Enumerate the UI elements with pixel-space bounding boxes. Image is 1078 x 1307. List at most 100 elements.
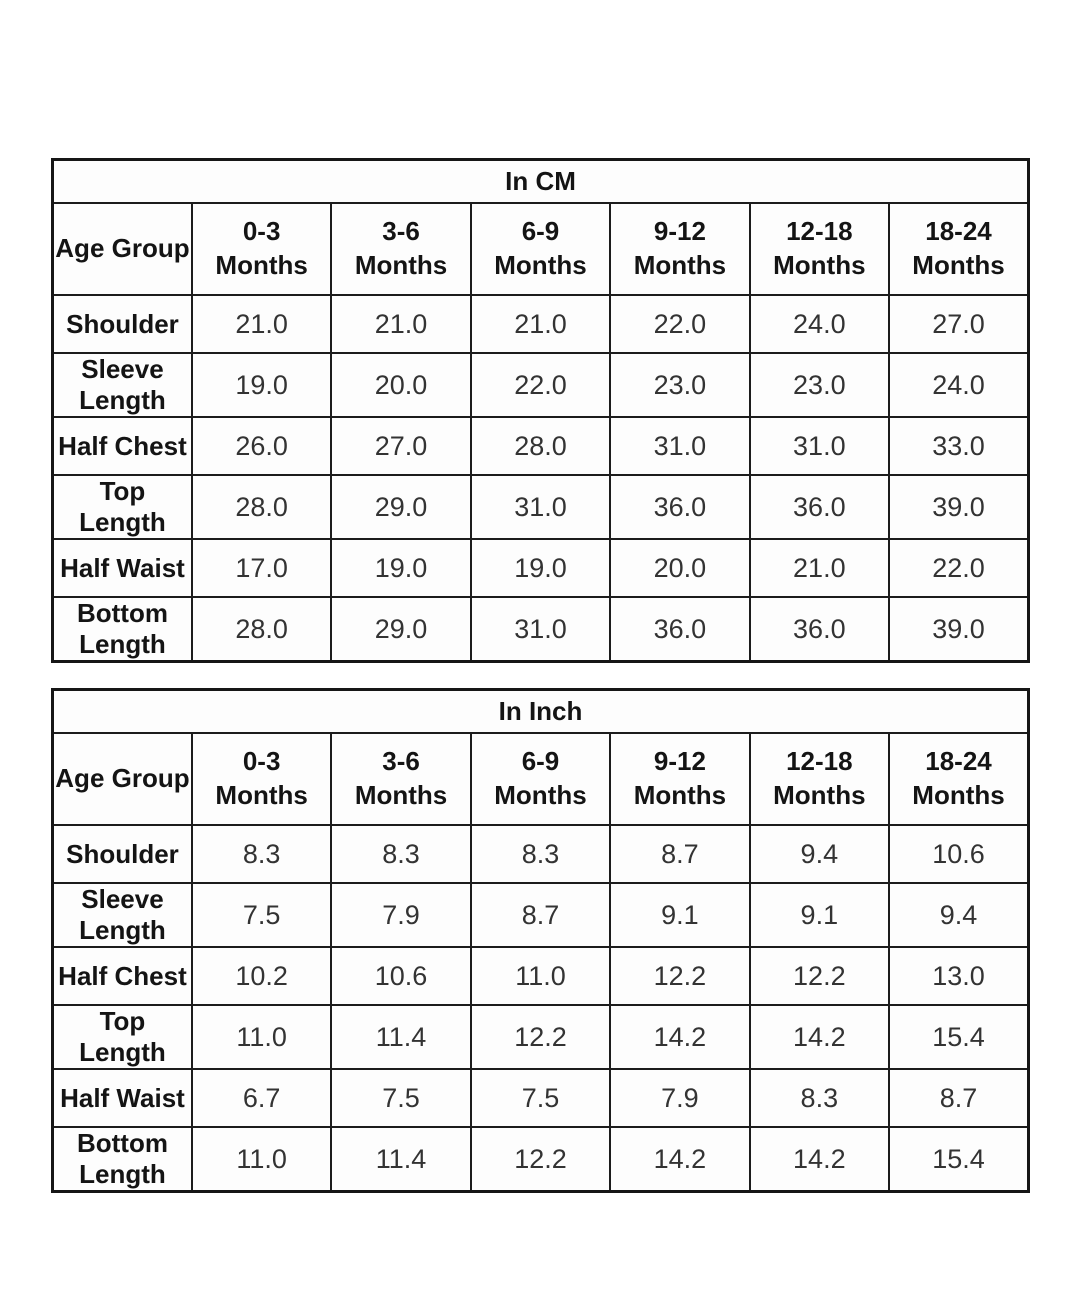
measurement-label: Shoulder xyxy=(51,824,193,884)
measurement-value: 31.0 xyxy=(469,474,612,540)
measurement-value: 8.7 xyxy=(609,824,751,884)
measurement-value: 12.2 xyxy=(469,1004,612,1070)
table-row: Shoulder 21.0 21.0 21.0 22.0 24.0 27.0 xyxy=(51,294,1030,354)
table-title-row: In CM xyxy=(51,158,1030,204)
age-unit-label: Months xyxy=(773,250,866,280)
age-unit-label: Months xyxy=(354,250,448,280)
age-unit-label: Months xyxy=(773,780,866,810)
measurement-value: 8.3 xyxy=(748,1068,891,1128)
measurement-value: 8.7 xyxy=(469,882,612,948)
column-header: 6-9 Months xyxy=(469,202,612,296)
measurement-label: Shoulder xyxy=(51,294,193,354)
measurement-value: 7.9 xyxy=(330,882,472,948)
table-header-row: Age Group 0-3 Months 3-6 Months 6-9 Months 9-12… xyxy=(51,732,1030,826)
measurement-value: 9.1 xyxy=(609,882,751,948)
measurement-value: 31.0 xyxy=(469,596,612,663)
measurement-value: 12.2 xyxy=(469,1126,612,1193)
measurement-value: 12.2 xyxy=(748,946,891,1006)
age-range-label: 9-12 xyxy=(653,216,706,247)
measurement-value: 26.0 xyxy=(190,416,333,476)
measurement-value: 28.0 xyxy=(190,474,333,540)
measurement-value: 14.2 xyxy=(609,1126,751,1193)
measurement-value: 28.0 xyxy=(469,416,612,476)
age-range-label: 0-3 xyxy=(242,746,281,777)
table-title-row: In Inch xyxy=(51,688,1030,734)
age-unit-label: Months xyxy=(633,250,727,280)
measurement-value: 19.0 xyxy=(330,538,472,598)
column-header: 0-3 Months xyxy=(190,732,333,826)
measurement-value: 8.7 xyxy=(888,1068,1030,1128)
age-unit-label: Months xyxy=(215,780,308,810)
measurement-value: 33.0 xyxy=(888,416,1030,476)
measurement-value: 22.0 xyxy=(609,294,751,354)
measurement-value: 20.0 xyxy=(330,352,472,418)
measurement-label: Top Length xyxy=(51,1004,193,1070)
table-row: Half Chest 26.0 27.0 28.0 31.0 31.0 33.0 xyxy=(51,416,1030,476)
measurement-value: 21.0 xyxy=(748,538,891,598)
age-range-label: 12-18 xyxy=(786,216,853,247)
measurement-value: 7.5 xyxy=(469,1068,612,1128)
age-unit-label: Months xyxy=(633,780,727,810)
measurement-value: 23.0 xyxy=(748,352,891,418)
measurement-value: 12.2 xyxy=(609,946,751,1006)
measurement-value: 14.2 xyxy=(748,1004,891,1070)
measurement-value: 31.0 xyxy=(748,416,891,476)
age-group-header: Age Group xyxy=(51,202,193,296)
table-row: Sleeve Length 7.5 7.9 8.7 9.1 9.1 9.4 xyxy=(51,882,1030,948)
table-row: Top Length 11.0 11.4 12.2 14.2 14.2 15.4 xyxy=(51,1004,1030,1070)
column-header: 3-6 Months xyxy=(330,732,472,826)
measurement-value: 24.0 xyxy=(888,352,1030,418)
measurement-value: 15.4 xyxy=(888,1004,1030,1070)
age-unit-label: Months xyxy=(912,780,1005,810)
measurement-value: 8.3 xyxy=(190,824,333,884)
measurement-value: 19.0 xyxy=(190,352,333,418)
measurement-value: 22.0 xyxy=(888,538,1030,598)
column-header: 12-18 Months xyxy=(748,202,891,296)
measurement-value: 9.4 xyxy=(748,824,891,884)
measurement-label: Half Chest xyxy=(51,946,193,1006)
measurement-value: 15.4 xyxy=(888,1126,1030,1193)
age-unit-label: Months xyxy=(912,250,1005,280)
age-range-label: 3-6 xyxy=(382,216,420,247)
table-row: Half Chest 10.2 10.6 11.0 12.2 12.2 13.0 xyxy=(51,946,1030,1006)
column-header: 0-3 Months xyxy=(190,202,333,296)
table-row: Bottom Length 28.0 29.0 31.0 36.0 36.0 39.0 xyxy=(51,596,1030,663)
age-range-label: 6-9 xyxy=(521,746,560,777)
measurement-value: 36.0 xyxy=(609,474,751,540)
measurement-value: 20.0 xyxy=(609,538,751,598)
age-unit-label: Months xyxy=(215,250,308,280)
measurement-value: 7.5 xyxy=(190,882,333,948)
age-range-label: 0-3 xyxy=(242,216,281,247)
measurement-value: 10.6 xyxy=(330,946,472,1006)
measurement-value: 9.4 xyxy=(888,882,1030,948)
measurement-value: 27.0 xyxy=(888,294,1030,354)
measurement-value: 39.0 xyxy=(888,596,1030,663)
measurement-value: 29.0 xyxy=(330,474,472,540)
age-range-label: 12-18 xyxy=(786,746,853,777)
measurement-value: 8.3 xyxy=(469,824,612,884)
measurement-value: 14.2 xyxy=(748,1126,891,1193)
measurement-label: Top Length xyxy=(51,474,193,540)
measurement-value: 6.7 xyxy=(190,1068,333,1128)
measurement-value: 11.0 xyxy=(190,1004,333,1070)
age-range-label: 6-9 xyxy=(521,216,560,247)
measurement-label: Bottom Length xyxy=(51,1126,193,1193)
measurement-value: 21.0 xyxy=(190,294,333,354)
measurement-label: Half Waist xyxy=(51,1068,193,1128)
table-row: Half Waist 6.7 7.5 7.5 7.9 8.3 8.7 xyxy=(51,1068,1030,1128)
age-range-label: 18-24 xyxy=(925,216,992,247)
table-row: Half Waist 17.0 19.0 19.0 20.0 21.0 22.0 xyxy=(51,538,1030,598)
measurement-value: 36.0 xyxy=(609,596,751,663)
age-range-label: 9-12 xyxy=(653,746,706,777)
measurement-value: 11.4 xyxy=(330,1126,472,1193)
measurement-value: 7.5 xyxy=(330,1068,472,1128)
age-unit-label: Months xyxy=(494,780,587,810)
measurement-value: 14.2 xyxy=(609,1004,751,1070)
column-header: 12-18 Months xyxy=(748,732,891,826)
measurement-label: Half Chest xyxy=(51,416,193,476)
measurement-value: 36.0 xyxy=(748,596,891,663)
measurement-value: 27.0 xyxy=(330,416,472,476)
column-header: 9-12 Months xyxy=(609,202,751,296)
table-row: Bottom Length 11.0 11.4 12.2 14.2 14.2 15.4 xyxy=(51,1126,1030,1193)
